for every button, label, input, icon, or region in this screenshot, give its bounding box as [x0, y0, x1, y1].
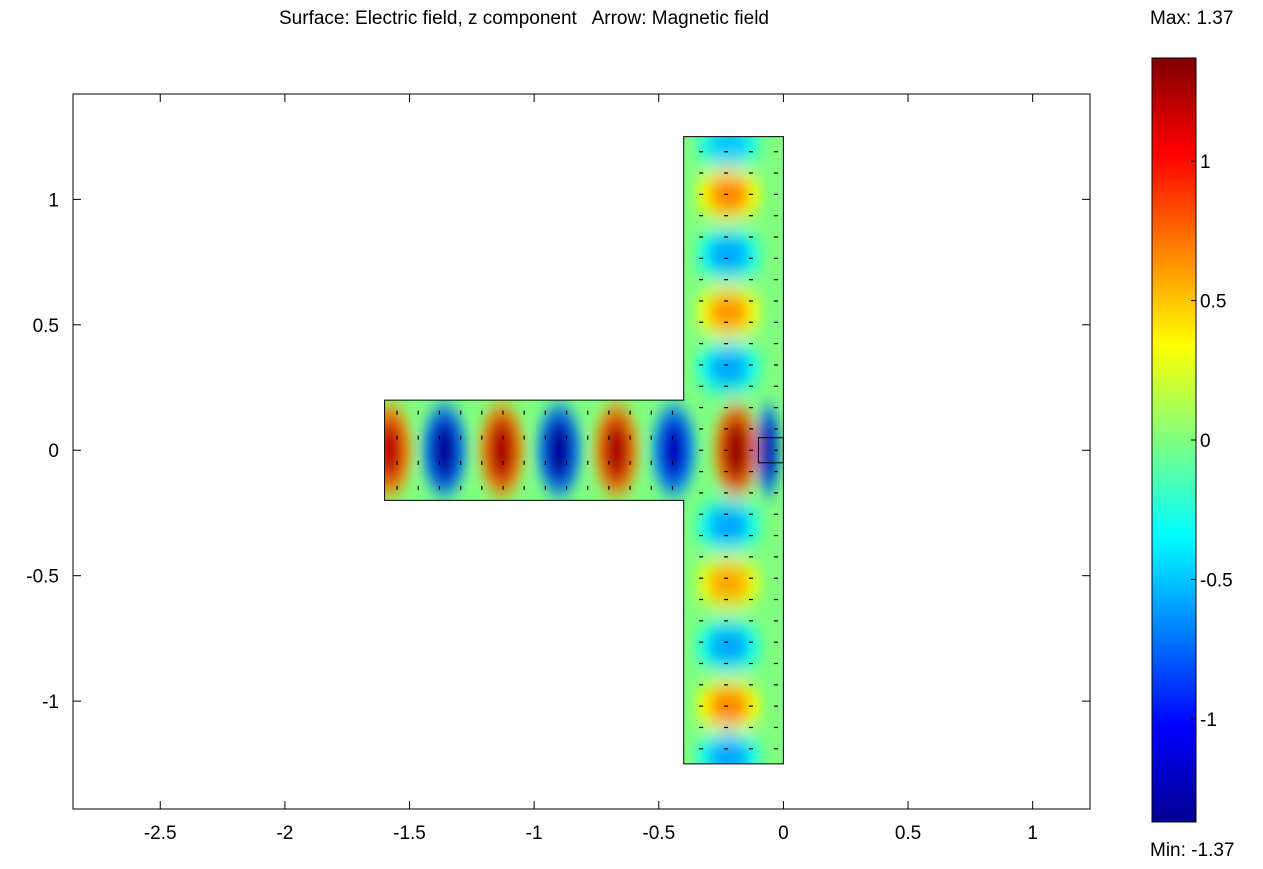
y-tick-label: 0.5 — [33, 316, 59, 337]
h-antinode — [487, 416, 516, 484]
colorbar-max-label: Max: 1.37 — [1150, 8, 1234, 29]
field-background — [384, 136, 784, 764]
colorbar — [1151, 57, 1197, 823]
colorbar-min-label: Min: -1.37 — [1150, 840, 1235, 861]
magnetic-field-arrows — [396, 151, 778, 750]
domain-layer — [384, 136, 784, 764]
x-tick-label: 0 — [778, 823, 789, 844]
y-tick-label: -0.5 — [26, 567, 59, 588]
h-antinode — [545, 416, 573, 484]
x-tick-label: -1 — [526, 823, 543, 844]
x-tick-label: -1.5 — [393, 823, 426, 844]
h-antinode — [384, 416, 404, 484]
y-tick-label: -1 — [42, 692, 59, 713]
v-antinode — [708, 628, 750, 664]
chart-title: Surface: Electric field, z component Arr… — [279, 8, 769, 29]
h-antinode — [722, 416, 750, 484]
colorbar-tick-label: -1 — [1200, 710, 1217, 731]
v-antinode — [708, 236, 750, 273]
v-antinode — [708, 507, 750, 544]
v-antinode — [708, 565, 750, 601]
domain-outline — [384, 136, 784, 765]
v-antinode — [708, 738, 750, 764]
y-tick-label: 0 — [48, 441, 59, 462]
v-antinode — [708, 176, 750, 212]
colorbar-tick-label: 0 — [1200, 431, 1211, 452]
v-antinode — [708, 136, 750, 162]
x-axis: -2.5 -2 -1.5 -1 -0.5 0 0.5 1 — [144, 94, 1038, 844]
h-antinode — [659, 416, 688, 484]
y-axis: 1 0.5 0 -0.5 -1 — [26, 190, 1090, 713]
y-tick-label: 1 — [48, 190, 59, 211]
colorbar-tick-label: 0.5 — [1200, 292, 1226, 313]
h-antinode — [430, 416, 459, 484]
x-tick-label: -0.5 — [642, 823, 675, 844]
x-tick-label: 0.5 — [895, 823, 921, 844]
v-antinode — [708, 349, 750, 386]
x-tick-label: -2 — [276, 823, 293, 844]
colorbar-tick-label: -0.5 — [1200, 570, 1233, 591]
colorbar-ticks: 1 0.5 0 -0.5 -1 — [1191, 152, 1233, 731]
colorbar-tick-label: 1 — [1200, 152, 1211, 173]
axes-frame — [72, 93, 1091, 810]
field-antinodes — [384, 136, 780, 764]
x-tick-label: -2.5 — [144, 823, 177, 844]
h-antinode — [602, 416, 631, 484]
v-antinode — [708, 294, 750, 330]
x-tick-label: 1 — [1027, 823, 1038, 844]
v-antinode — [708, 688, 750, 724]
source-box — [757, 437, 784, 464]
h-antinode — [761, 416, 776, 484]
